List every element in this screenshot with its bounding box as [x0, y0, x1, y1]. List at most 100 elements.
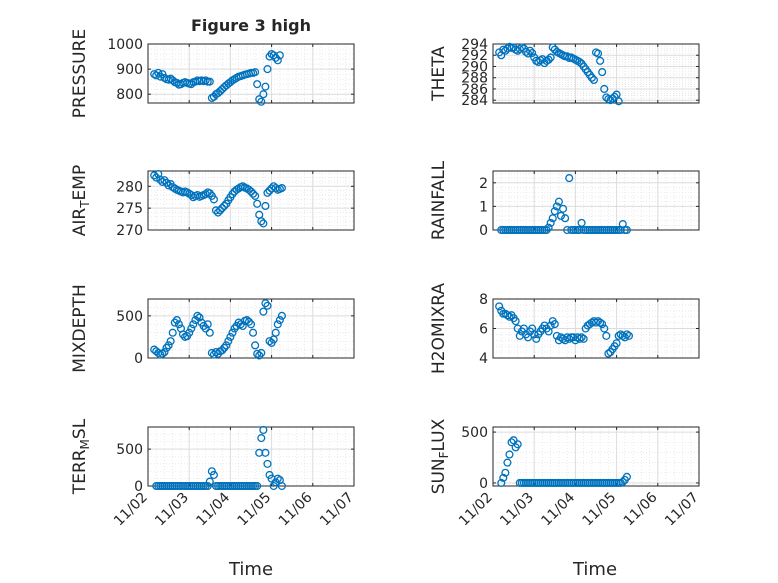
data-point — [594, 49, 603, 58]
y-axis-label: AIRTEMP — [70, 165, 92, 236]
data-point — [505, 312, 514, 321]
data-point — [550, 320, 559, 329]
data-point — [195, 313, 204, 322]
y-tick-label: 284 — [461, 93, 488, 109]
data-point — [624, 331, 634, 340]
y-tick-label: 6 — [479, 322, 488, 338]
data-point — [273, 320, 282, 329]
data-point — [187, 324, 196, 333]
data-point — [205, 477, 214, 486]
axes-box — [492, 170, 700, 231]
data-point — [275, 316, 284, 325]
data-point — [604, 349, 613, 358]
data-point — [554, 197, 563, 206]
axes-box — [147, 170, 355, 231]
data-point — [600, 84, 609, 94]
y-tick-label: 0 — [134, 351, 143, 367]
data-point — [168, 328, 177, 337]
y-tick-label: 4 — [479, 351, 488, 367]
y-axis-label: H2OMIXRA — [429, 283, 449, 374]
y-axis-label: PRESSURE — [70, 29, 90, 118]
data-point — [275, 51, 284, 60]
data-point — [216, 206, 225, 215]
data-point — [600, 324, 609, 333]
data-point — [253, 199, 262, 208]
y-tick-label: 275 — [116, 201, 143, 217]
y-tick-label: 288 — [461, 71, 488, 87]
data-point — [203, 320, 212, 329]
figure-title: Figure 3 high — [191, 16, 311, 35]
data-point — [596, 56, 605, 65]
data-point — [271, 53, 280, 62]
data-point — [542, 225, 551, 235]
data-point — [263, 301, 272, 310]
data-point — [550, 207, 559, 216]
subplot-4: 0 1 2 RAINFALL — [429, 160, 700, 240]
y-tick-label: 500 — [116, 309, 143, 325]
data-point — [220, 201, 229, 211]
data-point — [532, 334, 541, 343]
subplot-6: 4 6 8 H2OMIXRA — [429, 283, 700, 374]
data-point — [577, 333, 586, 342]
data-point — [612, 339, 621, 348]
y-axis-label: SUNFLUX — [429, 418, 451, 494]
y-tick-label: 8 — [479, 292, 488, 308]
y-axis-label: MIXDEPTH — [70, 284, 90, 373]
y-axis-label: THETA — [429, 46, 449, 102]
data-point — [575, 57, 584, 67]
data-point — [209, 195, 218, 204]
data-point — [172, 316, 181, 325]
data-point — [546, 53, 555, 62]
data-point — [257, 97, 266, 106]
data-point — [548, 214, 557, 223]
data-point — [565, 174, 574, 183]
y-tick-label: 500 — [461, 425, 488, 441]
y-tick-label: 1 — [479, 199, 488, 215]
data-point — [544, 55, 553, 64]
data-point — [277, 311, 286, 320]
data-point — [187, 80, 196, 89]
data-point — [503, 458, 512, 467]
data-point — [511, 317, 520, 326]
axes-box — [492, 43, 700, 104]
data-point — [203, 481, 212, 491]
data-point — [257, 434, 266, 443]
data-point — [213, 208, 223, 217]
data-point — [497, 478, 506, 487]
data-point — [589, 75, 598, 85]
data-point — [513, 440, 522, 449]
data-point — [598, 68, 607, 77]
data-point — [544, 223, 553, 232]
data-point — [614, 97, 623, 106]
data-point — [158, 349, 167, 358]
data-point — [251, 191, 260, 200]
data-point — [556, 211, 566, 220]
data-point — [242, 316, 251, 325]
data-point — [205, 328, 214, 337]
data-point — [530, 330, 539, 339]
data-point — [528, 48, 537, 58]
data-point — [189, 320, 198, 329]
y-tick-label: 0 — [479, 476, 488, 492]
data-point — [277, 183, 286, 193]
data-point — [495, 302, 504, 311]
data-point — [579, 334, 588, 343]
data-point — [501, 468, 510, 477]
data-point — [205, 77, 214, 86]
y-tick-label: 2 — [479, 176, 488, 192]
y-tick-label: 0 — [134, 479, 143, 495]
data-point — [499, 473, 508, 482]
data-point — [273, 474, 282, 483]
data-point — [261, 201, 270, 211]
data-point — [164, 341, 173, 350]
axes-box — [147, 43, 355, 104]
data-point — [587, 73, 596, 82]
data-point — [218, 204, 227, 213]
data-point — [251, 68, 260, 77]
data-point — [602, 331, 611, 340]
data-point — [259, 307, 268, 316]
data-point — [263, 65, 272, 74]
data-point — [259, 90, 268, 99]
data-point — [577, 218, 586, 227]
data-point — [246, 320, 256, 329]
